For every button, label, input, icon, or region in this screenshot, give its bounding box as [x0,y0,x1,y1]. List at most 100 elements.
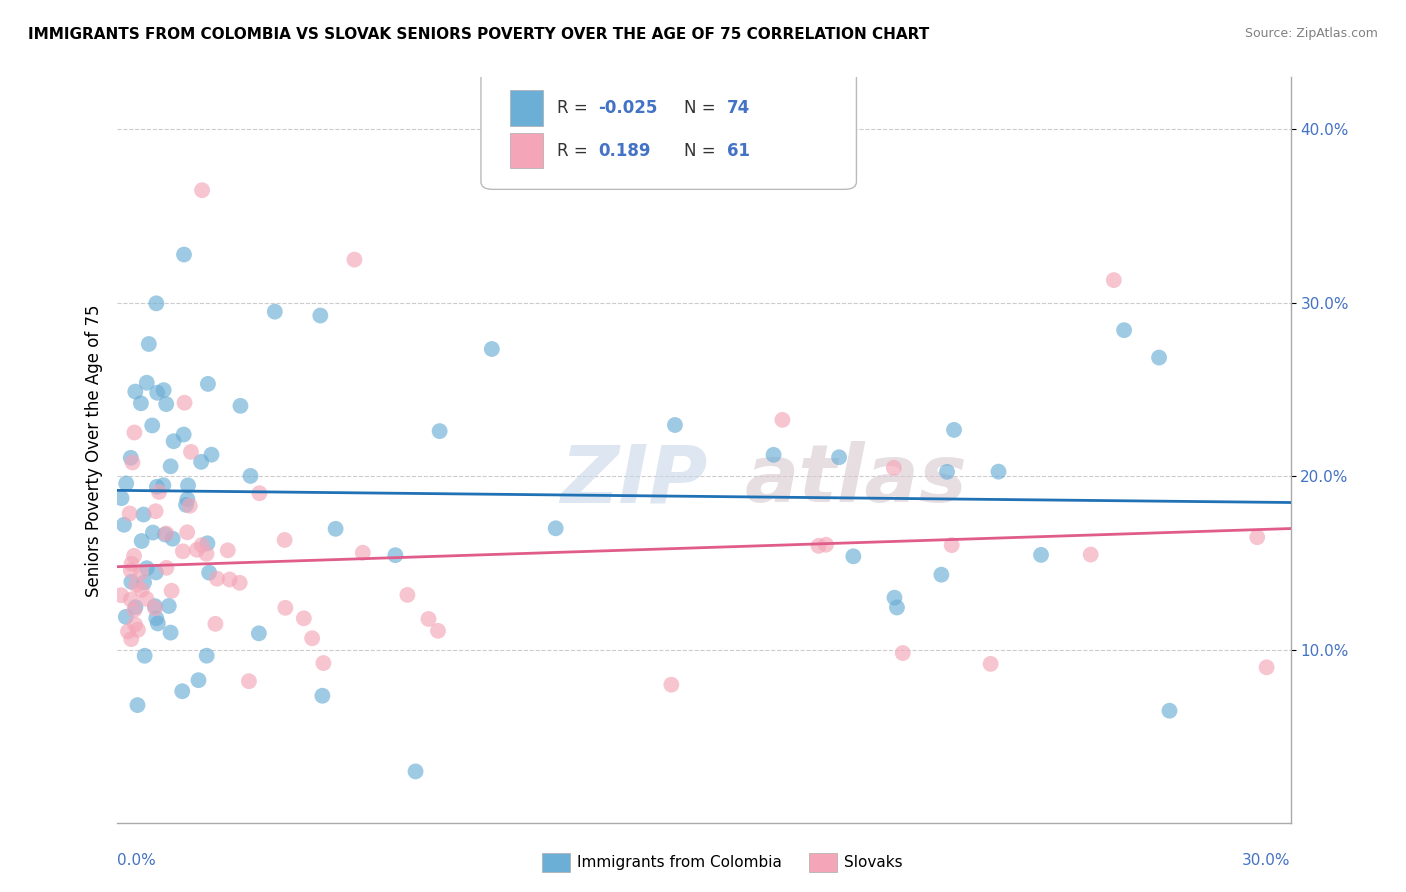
Point [124,425,146,440]
Point [195,547,218,561]
Point [145,504,167,518]
Point [124,617,146,632]
Point [148,485,170,500]
Point [172,684,194,698]
FancyBboxPatch shape [510,133,543,169]
Text: -0.025: -0.025 [599,99,658,117]
Point [180,445,202,459]
Point [1102,273,1125,287]
Point [249,486,271,500]
Text: 74: 74 [727,99,751,117]
Point [828,450,851,465]
Text: Slovaks: Slovaks [845,855,903,870]
Point [325,522,347,536]
Point [129,566,152,580]
Point [152,383,174,397]
Point [142,525,165,540]
Point [228,575,250,590]
Point [1114,323,1136,337]
Point [1147,351,1170,365]
Point [198,566,221,580]
Point [311,689,333,703]
Point [173,427,195,442]
Text: atlas: atlas [745,442,967,519]
Point [159,459,181,474]
Point [145,296,167,310]
Point [146,480,169,494]
Point [155,561,177,575]
Point [427,624,450,638]
Text: Immigrants from Colombia: Immigrants from Colombia [578,855,782,870]
Point [159,625,181,640]
Point [190,455,212,469]
Point [405,764,427,779]
FancyBboxPatch shape [510,90,543,126]
Text: 30.0%: 30.0% [1241,854,1291,868]
Point [115,476,138,491]
Point [110,588,132,602]
Point [176,492,198,507]
Text: N =: N = [683,142,721,160]
Point [157,599,180,613]
Point [943,423,966,437]
Point [659,678,682,692]
Point [172,544,194,558]
Point [418,612,440,626]
Point [120,564,142,578]
Point [273,533,295,547]
Point [124,603,146,617]
Point [145,566,167,580]
Point [1256,660,1278,674]
Point [1029,548,1052,562]
Point [247,626,270,640]
Text: 61: 61 [727,142,751,160]
Point [138,337,160,351]
Point [132,575,155,590]
FancyBboxPatch shape [481,70,856,189]
Point [191,183,214,197]
Point [162,532,184,546]
Point [173,395,195,409]
Point [229,399,252,413]
Point [135,376,157,390]
Y-axis label: Seniors Poverty Over the Age of 75: Seniors Poverty Over the Age of 75 [86,304,103,597]
Point [177,478,200,492]
Point [762,448,785,462]
Point [770,413,793,427]
Point [145,611,167,625]
Point [135,561,157,575]
Point [132,508,155,522]
Point [544,521,567,535]
Point [115,610,138,624]
Point [292,611,315,625]
Text: R =: R = [557,99,593,117]
Point [197,536,219,550]
Point [384,548,406,562]
Point [121,455,143,469]
Point [238,674,260,689]
Text: Source: ZipAtlas.com: Source: ZipAtlas.com [1244,27,1378,40]
Point [141,418,163,433]
Point [1080,548,1102,562]
Point [814,538,837,552]
Point [125,578,148,592]
Point [160,583,183,598]
Point [121,557,143,571]
Point [217,543,239,558]
Point [179,499,201,513]
Point [162,434,184,449]
Text: N =: N = [683,99,721,117]
Point [174,498,197,512]
Text: ZIP: ZIP [560,442,707,519]
Point [131,534,153,549]
Point [187,673,209,688]
Point [218,573,240,587]
Point [124,384,146,399]
Point [143,601,166,615]
Point [131,582,153,597]
Point [886,600,908,615]
Point [120,450,142,465]
Point [124,600,146,615]
Point [1159,704,1181,718]
Point [200,448,222,462]
